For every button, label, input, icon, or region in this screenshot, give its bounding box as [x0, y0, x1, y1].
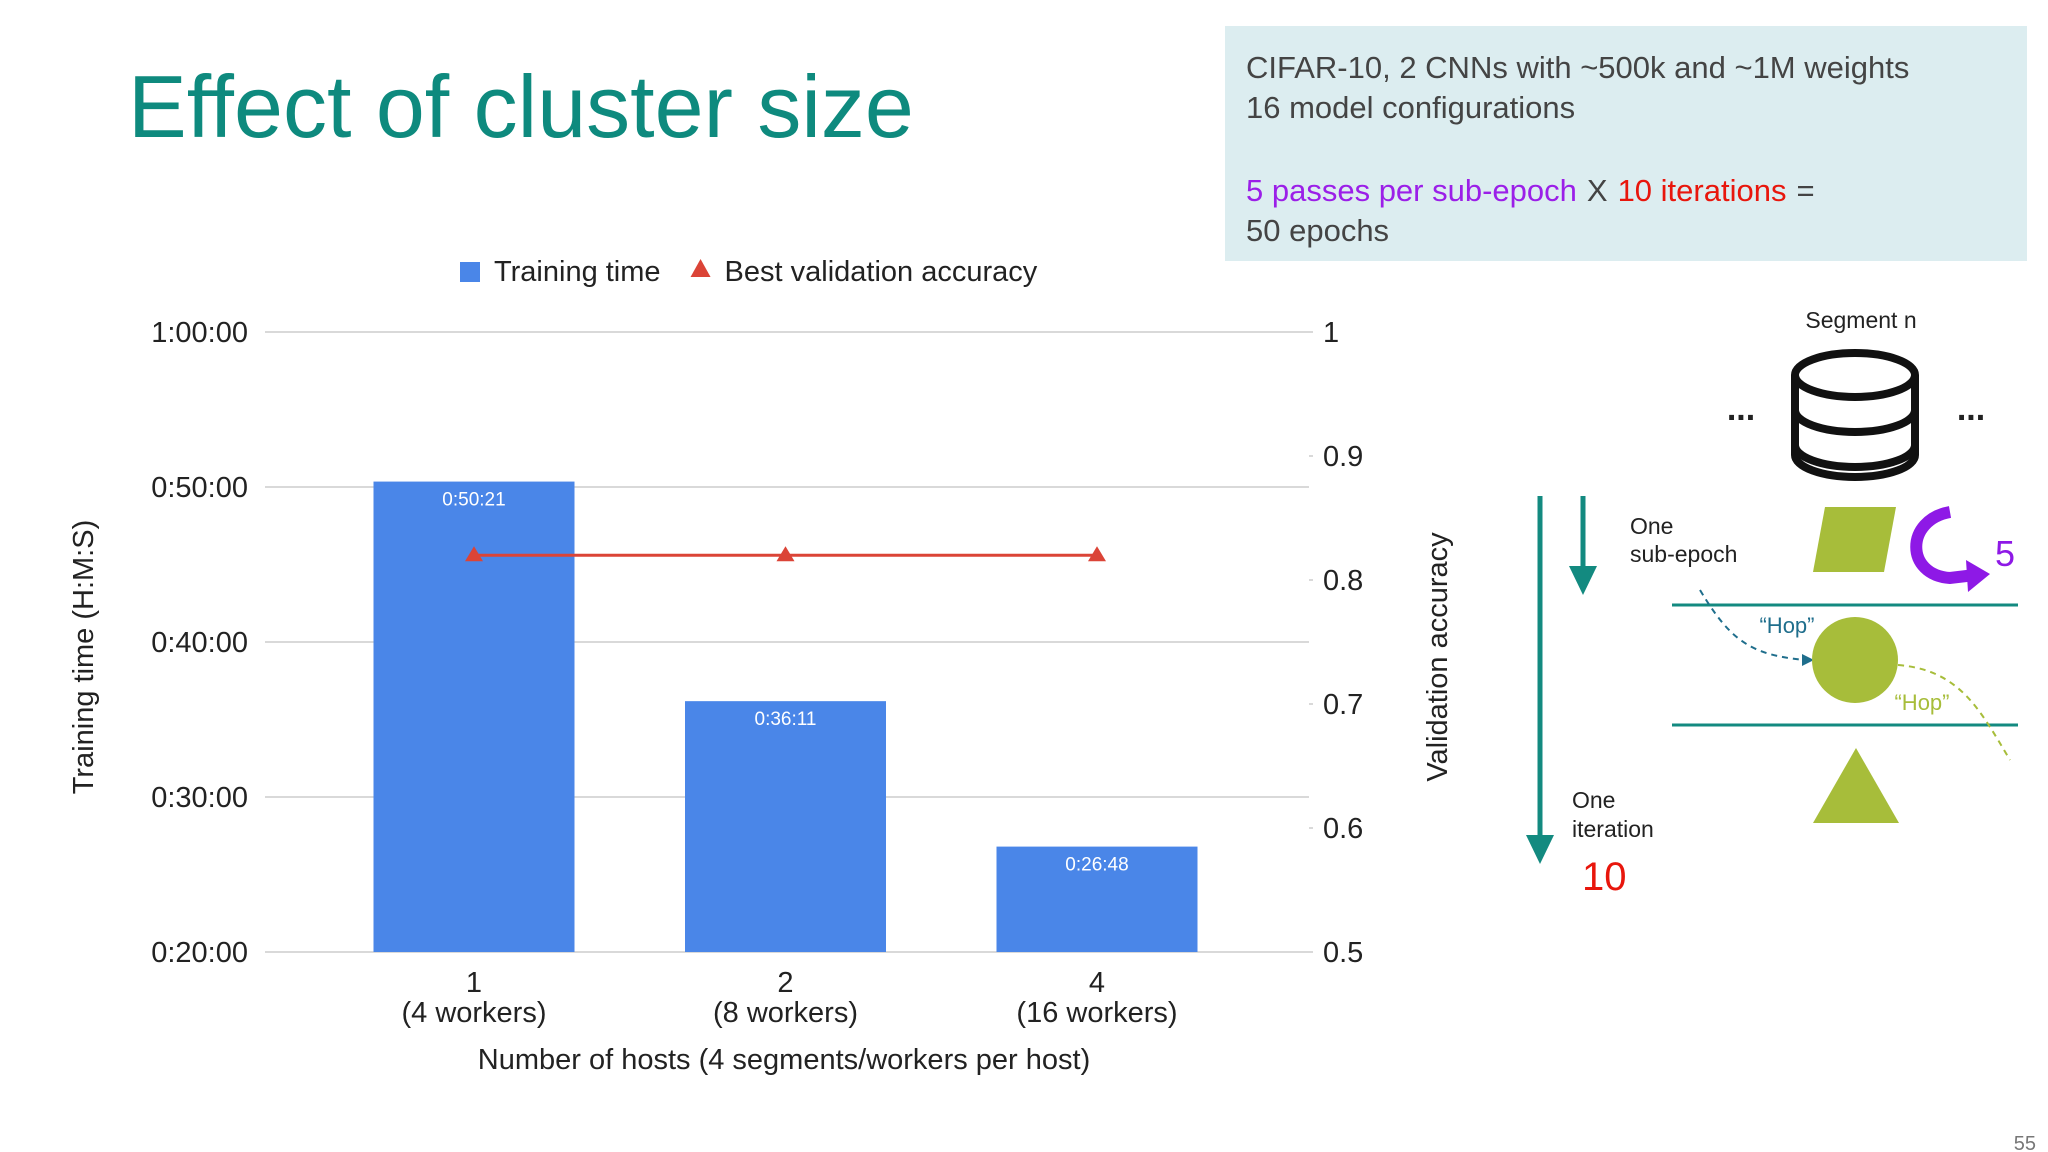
- info-text: CIFAR-10, 2 CNNs with ~500k and ~1M weig…: [1246, 50, 1909, 248]
- x-axis-title: Number of hosts (4 segments/workers per …: [478, 1044, 1090, 1076]
- x-tick-sublabel: (4 workers): [401, 997, 546, 1029]
- info-passes: 5 passes per sub-epoch: [1246, 173, 1577, 208]
- y2-tick-label: 0.8: [1323, 565, 1363, 597]
- marker: [776, 546, 795, 562]
- page-number: 55: [2014, 1133, 2036, 1152]
- legend-label: Training time: [494, 256, 661, 288]
- marker: [1088, 546, 1106, 562]
- iteration-label: One: [1572, 787, 1615, 813]
- marker: [465, 546, 483, 562]
- legend-label: Best validation accuracy: [725, 256, 1038, 288]
- bar: [996, 846, 1198, 952]
- dots: ...: [1957, 390, 1985, 428]
- y-axis-title: Training time (H:M:S): [68, 520, 100, 794]
- arrow-head: [1569, 566, 1597, 595]
- value-label: 0:36:11: [755, 709, 817, 730]
- value-label: 0:26:48: [1065, 855, 1128, 876]
- y2-tick-label: 0.5: [1323, 937, 1363, 969]
- y2-tick-label: 0.7: [1323, 689, 1363, 721]
- x-tick-label: 1: [466, 967, 482, 999]
- info-line: 16 model configurations: [1246, 90, 1575, 125]
- info-result: 50 epochs: [1246, 213, 1389, 248]
- info-equals: =: [1796, 173, 1814, 208]
- slide-title: Effect of cluster size: [128, 57, 914, 156]
- info-line: CIFAR-10, 2 CNNs with ~500k and ~1M weig…: [1246, 50, 1909, 85]
- y2-tick-label: 1: [1323, 317, 1339, 349]
- dots: ...: [1727, 390, 1755, 428]
- hop-label: “Hop”: [1759, 613, 1814, 638]
- segment-label: Segment n: [1805, 307, 1916, 333]
- y-tick-label: 0:20:00: [151, 937, 248, 969]
- database-icon: [1791, 349, 1919, 481]
- legend-marker: [690, 259, 711, 277]
- iteration-label: iteration: [1572, 816, 1654, 842]
- x-tick-label: 4: [1089, 967, 1105, 999]
- iterations-count: 10: [1582, 855, 1627, 899]
- y-tick-label: 0:40:00: [151, 627, 248, 659]
- triangle: [1813, 748, 1899, 823]
- repeat-arrow: [1910, 506, 1976, 585]
- arrow-head: [1526, 835, 1554, 864]
- info-box: [1225, 26, 2027, 261]
- hop-label: “Hop”: [1894, 690, 1949, 715]
- y-tick-label: 0:50:00: [151, 472, 248, 504]
- y2-axis-title: Validation accuracy: [1422, 532, 1454, 782]
- sub-epoch-label: sub-epoch: [1630, 541, 1737, 567]
- chart: 0:20:00 0:30:00 0:40:00 0:50:00 1:00:00 0.5 0.…: [68, 256, 1454, 1076]
- y2-tick-label: 0.9: [1323, 441, 1363, 473]
- x-tick-sublabel: (8 workers): [713, 997, 858, 1029]
- y-tick-label: 1:00:00: [151, 317, 248, 349]
- hop-path: [1897, 664, 2011, 761]
- info-iterations: 10 iterations: [1618, 173, 1787, 208]
- legend-swatch: [460, 262, 480, 282]
- arrow-head: [1802, 654, 1814, 666]
- passes-count: 5: [1995, 533, 2015, 574]
- x-tick-label: 2: [777, 967, 793, 999]
- parallelogram: [1813, 507, 1896, 572]
- bar: [685, 701, 886, 952]
- circle: [1812, 617, 1898, 703]
- info-times: X: [1587, 173, 1608, 208]
- sub-epoch-label: One: [1630, 513, 1673, 539]
- x-tick-sublabel: (16 workers): [1016, 997, 1177, 1029]
- hop-path: [1699, 589, 1806, 661]
- info-formula: 5 passes per sub-epoch X 10 iterations =: [1246, 173, 1815, 208]
- y2-tick-label: 0.6: [1323, 813, 1363, 845]
- diagram: Segment n ... ... One sub-epoch 5 “Hop” …: [1526, 307, 2018, 899]
- y-tick-label: 0:30:00: [151, 782, 248, 814]
- value-label: 0:50:21: [442, 490, 505, 511]
- arrow-head: [1966, 560, 1990, 592]
